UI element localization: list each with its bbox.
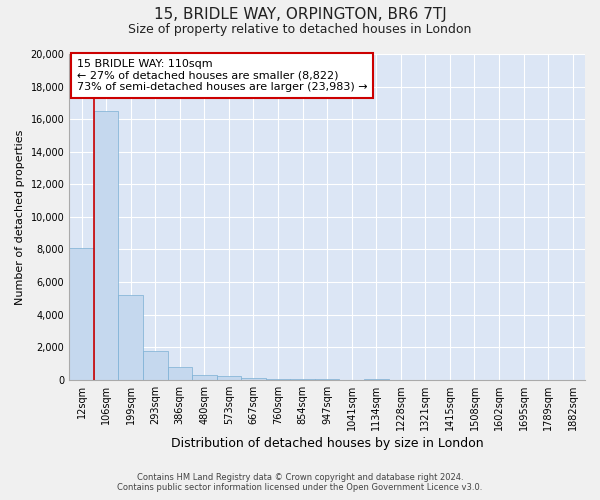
Text: 15 BRIDLE WAY: 110sqm
← 27% of detached houses are smaller (8,822)
73% of semi-d: 15 BRIDLE WAY: 110sqm ← 27% of detached … (77, 59, 368, 92)
Text: Size of property relative to detached houses in London: Size of property relative to detached ho… (128, 22, 472, 36)
Bar (118, 295, 143, 380)
Bar (167, 368, 192, 380)
Text: 15, BRIDLE WAY, ORPINGTON, BR6 7TJ: 15, BRIDLE WAY, ORPINGTON, BR6 7TJ (154, 8, 446, 22)
Bar (290, 379, 315, 380)
Bar (241, 378, 266, 380)
X-axis label: Distribution of detached houses by size in London: Distribution of detached houses by size … (171, 437, 484, 450)
Bar (143, 351, 167, 380)
Bar (69, 248, 94, 380)
Text: Contains HM Land Registry data © Crown copyright and database right 2024.
Contai: Contains HM Land Registry data © Crown c… (118, 473, 482, 492)
Bar (94, 111, 118, 380)
Bar (192, 375, 217, 380)
Y-axis label: Number of detached properties: Number of detached properties (15, 129, 25, 304)
Bar (266, 379, 290, 380)
Bar (217, 376, 241, 380)
